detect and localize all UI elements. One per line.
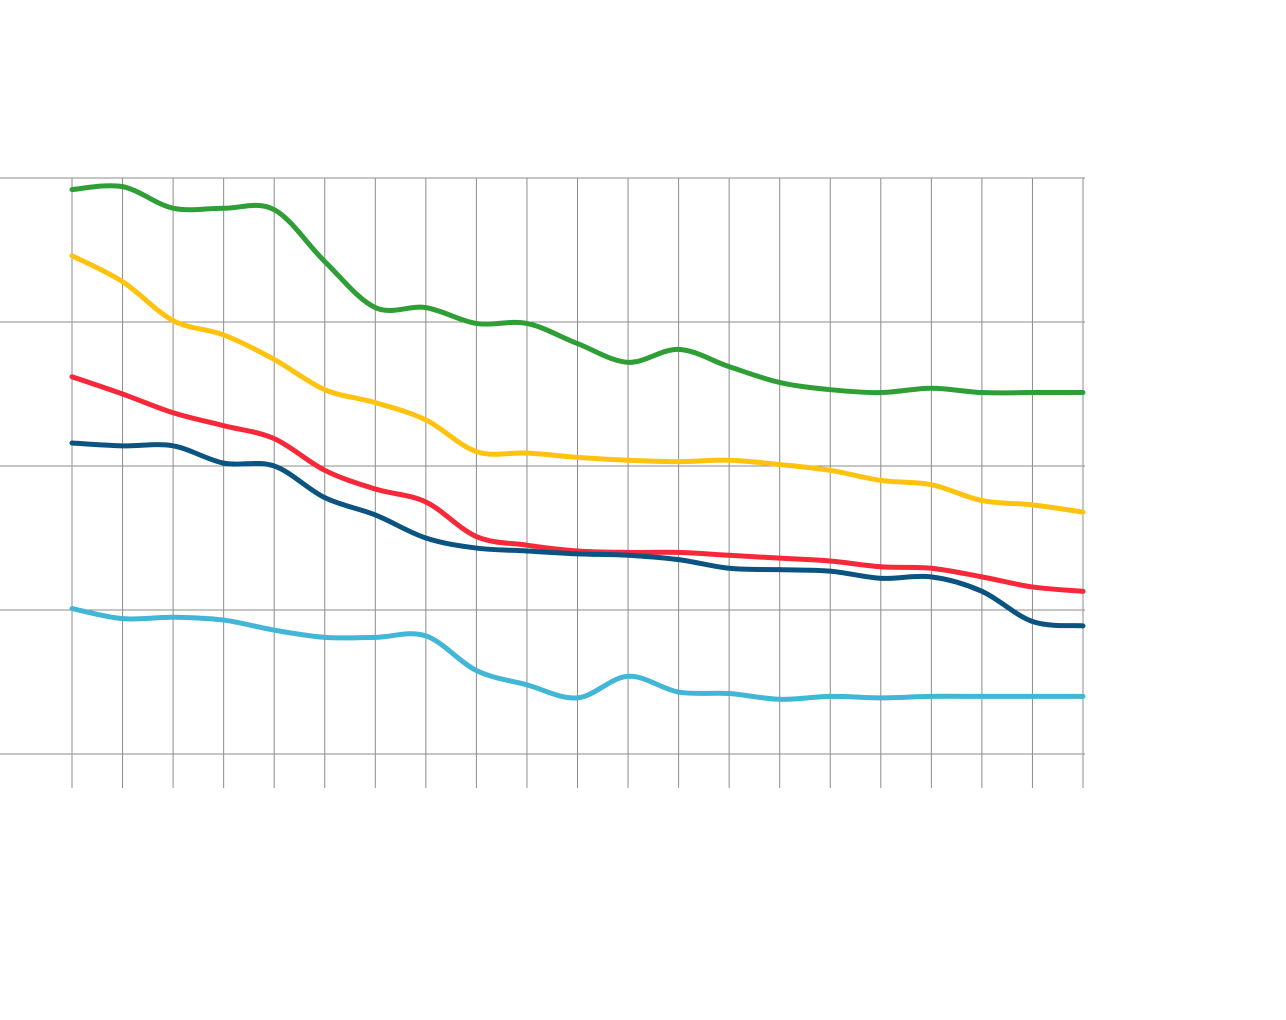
series-line-green (69, 183, 1086, 396)
series-lines (69, 183, 1086, 702)
series-line-light-blue (69, 606, 1086, 702)
series-line-yellow (69, 253, 1086, 515)
horizontal-gridlines (0, 177, 1085, 755)
vertical-gridlines (71, 178, 1084, 788)
series-line-dark-blue (69, 440, 1086, 629)
series-line-red (69, 374, 1086, 594)
